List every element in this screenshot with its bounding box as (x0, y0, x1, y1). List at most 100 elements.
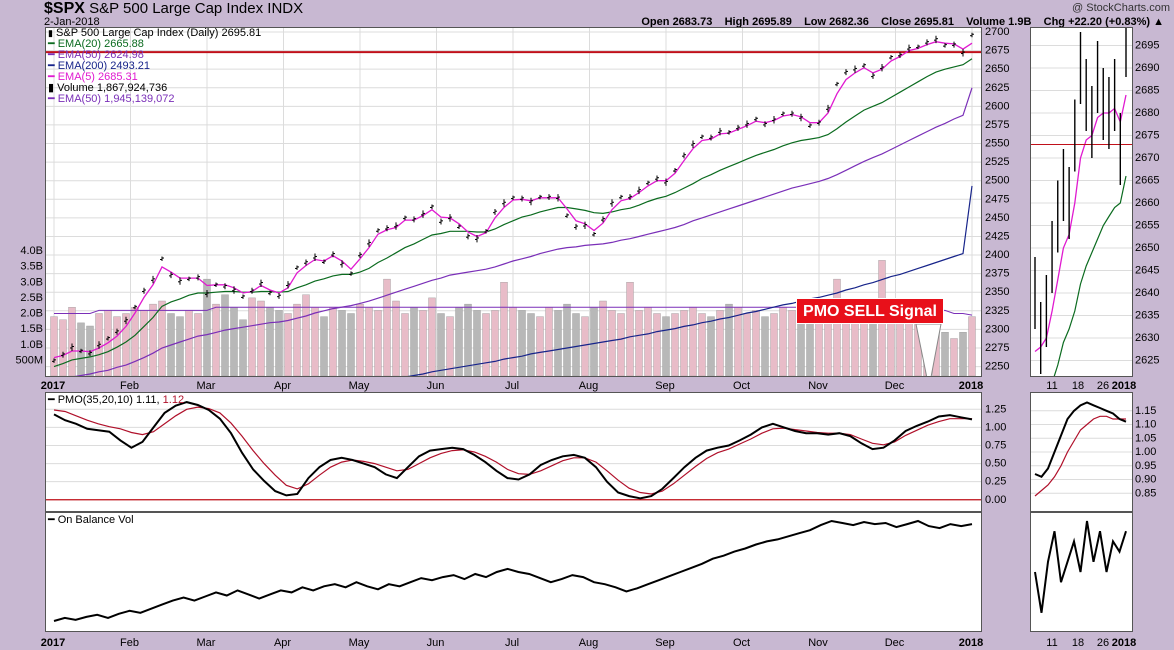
obv-legend-text: On Balance Vol (57, 514, 134, 526)
volume-bar (437, 313, 445, 376)
volume-value: 1.9B (1008, 16, 1032, 28)
pmo-sell-callout: PMO SELL Signal (796, 298, 944, 324)
volume-bar (59, 319, 67, 376)
volume-bar (500, 282, 508, 376)
x-month-label-bottom: Dec (885, 637, 905, 649)
legend-ema5-text: EMA(5) 2685.31 (57, 71, 138, 83)
y-tick-label: 2500 (985, 175, 1009, 187)
x-month-label: Mar (197, 380, 216, 392)
volume-bar (221, 294, 229, 376)
mini-y-tick-label: 2635 (1135, 310, 1159, 322)
mini-y-tick-label: 2675 (1135, 130, 1159, 142)
volume-bar (383, 278, 391, 376)
volume-bar (284, 313, 292, 376)
volume-bar (518, 310, 526, 376)
mini-pmo-panel (1030, 392, 1133, 512)
mini-y-tick-label: 2680 (1135, 107, 1159, 119)
volume-bar (140, 310, 148, 376)
volume-bar (266, 307, 274, 376)
pmo-tick-label: 0.00 (985, 494, 1006, 506)
volume-tick-label: 4.0B (20, 245, 43, 257)
volume-bar (329, 307, 337, 376)
volume-bar (158, 300, 166, 376)
volume-bar (410, 307, 418, 376)
y-tick-label: 2275 (985, 342, 1009, 354)
volume-bar (671, 313, 679, 376)
x-month-label-bottom: Jun (427, 637, 445, 649)
mini-obv-chart (1034, 520, 1127, 613)
y-tick-label: 2600 (985, 100, 1009, 112)
volume-bar (275, 310, 283, 376)
chg-label: Chg (1043, 16, 1066, 28)
mini-x-label: 18 (1072, 380, 1084, 392)
volume-bar (365, 307, 373, 376)
mini-y-tick-label: 2665 (1135, 175, 1159, 187)
y-tick-label: 2400 (985, 249, 1009, 261)
volume-bar (203, 278, 211, 376)
stockcharts-credit: @ StockCharts.com (1072, 2, 1170, 14)
pmo-tick-label: 1.00 (985, 421, 1006, 433)
volume-bar (617, 313, 625, 376)
x-month-label: May (349, 380, 370, 392)
legend-price: ▮ S&P 500 Large Cap Index (Daily) 2695.8… (48, 27, 262, 39)
x-month-label-bottom: 2018 (959, 637, 983, 649)
x-month-label-bottom: Apr (274, 637, 291, 649)
mini-x-label-bottom: 26 (1097, 637, 1109, 649)
x-month-label: Apr (274, 380, 291, 392)
exchange: INDX (267, 0, 304, 17)
mini-x-label-bottom: 2018 (1112, 637, 1136, 649)
volume-bar (212, 303, 220, 376)
volume-bar (185, 310, 193, 376)
mini-x-label-bottom: 11 (1046, 637, 1057, 649)
volume-bar (572, 313, 580, 376)
pmo-tick-label: 1.25 (985, 403, 1006, 415)
legend-ema20: ━ EMA(20) 2665.88 (48, 38, 144, 50)
x-month-label: Feb (120, 380, 139, 392)
volume-tick-label: 3.0B (20, 276, 43, 288)
symbol-ticker: $SPX (44, 0, 85, 17)
volume-bar (194, 313, 202, 376)
volume-bar (833, 278, 841, 376)
volume-bar (662, 316, 670, 376)
price-panel: ▮ S&P 500 Large Cap Index (Daily) 2695.8… (45, 27, 982, 377)
x-month-label: 2018 (959, 380, 983, 392)
mini-pmo-tick-label: 1.00 (1135, 446, 1156, 458)
volume-bar (770, 313, 778, 376)
pmo-tick-label: 0.25 (985, 476, 1006, 488)
x-month-label-bottom: Mar (197, 637, 216, 649)
volume-bar (545, 307, 553, 376)
x-month-label-bottom: Nov (808, 637, 828, 649)
volume-bar (482, 313, 490, 376)
high-label: High (724, 16, 750, 28)
volume-bar (581, 316, 589, 376)
pmo-line (53, 401, 973, 500)
volume-bar (338, 310, 346, 376)
volume-bar (743, 313, 751, 376)
legend-ema200: ━ EMA(200) 2493.21 (48, 60, 151, 72)
x-month-label: Jul (505, 380, 519, 392)
volume-bar (257, 300, 265, 376)
x-month-label-bottom: Oct (733, 637, 750, 649)
mini-y-tick-label: 2655 (1135, 220, 1159, 232)
volume-bar (311, 307, 319, 376)
legend-volume: ▮ Volume 1,867,924,736 (48, 82, 168, 94)
volume-bar (716, 310, 724, 376)
y-tick-label: 2425 (985, 230, 1009, 242)
y-tick-label: 2625 (985, 82, 1009, 94)
volume-bar (635, 310, 643, 376)
mini-y-tick-label: 2670 (1135, 152, 1159, 164)
volume-bar (734, 307, 742, 376)
mini-pmo-chart (1031, 401, 1132, 497)
mini-y-tick-label: 2685 (1135, 85, 1159, 97)
obv-line (53, 519, 973, 622)
up-arrow-icon: ▲ (1153, 16, 1164, 28)
right-axis: 2250 2275 2300 2325 2350 2375 2400 2425 2450 2475… (985, 26, 1009, 506)
volume-bar (653, 313, 661, 376)
y-tick-label: 2450 (985, 212, 1009, 224)
volume-bar (608, 310, 616, 376)
volume-bar (788, 310, 796, 376)
mini-pmo-signal-line (1034, 415, 1126, 497)
volume-bar (446, 316, 454, 376)
legend-vol-ema: ━ EMA(50) 1,945,139,072 (48, 93, 175, 105)
volume-bar (473, 310, 481, 376)
